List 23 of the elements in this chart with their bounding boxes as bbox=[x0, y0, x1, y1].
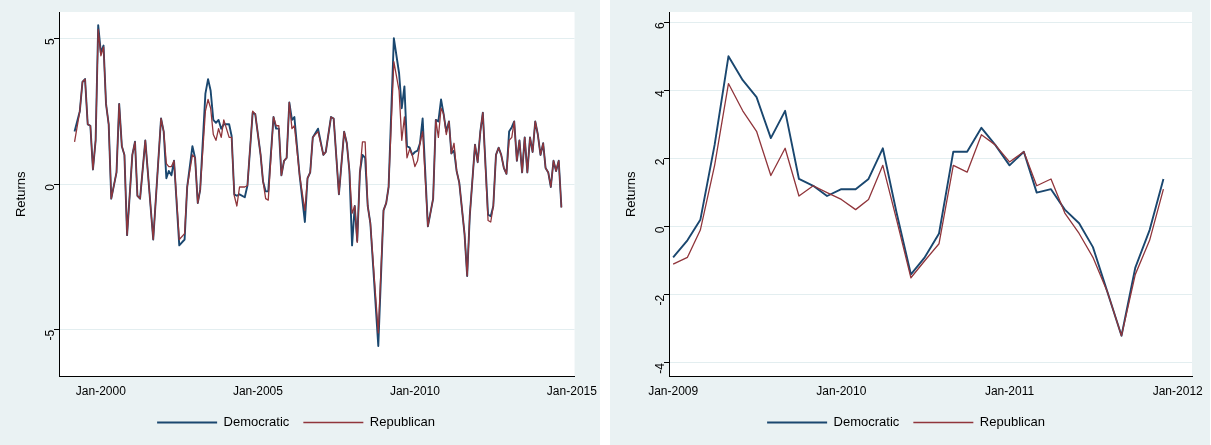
x-tick-label: Jan-2010 bbox=[816, 384, 867, 399]
legend-label: Democratic bbox=[223, 414, 290, 430]
x-tick-label: Jan-2012 bbox=[1152, 384, 1204, 399]
x-tick-label: Jan-2000 bbox=[75, 384, 127, 399]
y-tick-label: -4 bbox=[653, 362, 668, 374]
x-tick-label: Jan-2015 bbox=[546, 384, 598, 399]
y-tick-label: 6 bbox=[653, 21, 668, 29]
legend-label: Republican bbox=[369, 414, 435, 430]
y-tick-label: -2 bbox=[653, 294, 668, 306]
y-tick-label: 5 bbox=[43, 37, 58, 45]
y-tick-label: -5 bbox=[43, 329, 58, 341]
y-tick-label: 2 bbox=[653, 158, 668, 166]
legend-label: Democratic bbox=[833, 414, 900, 430]
x-tick-label: Jan-2011 bbox=[984, 384, 1035, 399]
x-tick-label: Jan-2010 bbox=[389, 384, 441, 399]
y-axis-title: Returns bbox=[13, 171, 29, 218]
x-tick-label: Jan-2009 bbox=[648, 384, 699, 399]
y-tick-label: 4 bbox=[653, 90, 668, 98]
y-tick-label: 0 bbox=[653, 226, 668, 234]
legend-label: Republican bbox=[979, 414, 1045, 430]
y-axis-title: Returns bbox=[623, 171, 639, 218]
y-tick-label: 0 bbox=[43, 183, 58, 191]
x-tick-label: Jan-2005 bbox=[232, 384, 284, 399]
